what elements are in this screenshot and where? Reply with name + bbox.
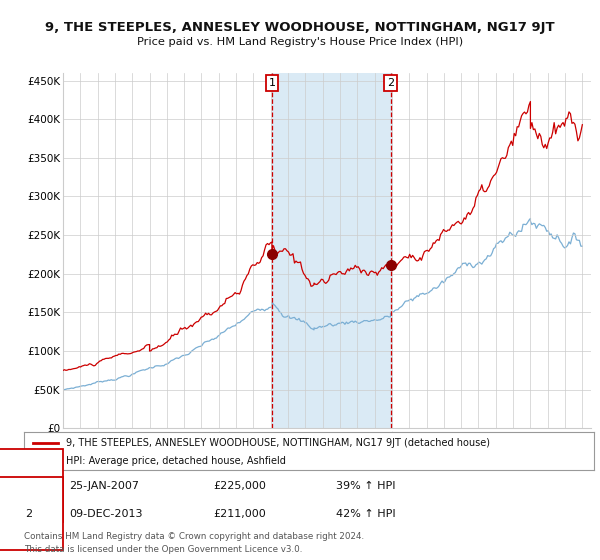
Bar [272,73,391,428]
Text: 42% ↑ HPI: 42% ↑ HPI [336,508,395,519]
Text: Price paid vs. HM Land Registry's House Price Index (HPI): Price paid vs. HM Land Registry's House … [137,37,463,47]
Text: £211,000: £211,000 [213,508,266,519]
Text: 9, THE STEEPLES, ANNESLEY WOODHOUSE, NOTTINGHAM, NG17 9JT: 9, THE STEEPLES, ANNESLEY WOODHOUSE, NOT… [45,21,555,34]
Text: 25-JAN-2007: 25-JAN-2007 [69,480,139,491]
Text: 2: 2 [25,508,32,519]
Text: £225,000: £225,000 [213,480,266,491]
Text: 2: 2 [387,78,394,88]
Text: 39% ↑ HPI: 39% ↑ HPI [336,480,395,491]
Text: HPI: Average price, detached house, Ashfield: HPI: Average price, detached house, Ashf… [65,456,286,466]
Text: Contains HM Land Registry data © Crown copyright and database right 2024.
This d: Contains HM Land Registry data © Crown c… [24,533,364,554]
Text: 09-DEC-2013: 09-DEC-2013 [69,508,143,519]
Text: 1: 1 [25,480,32,491]
Text: 9, THE STEEPLES, ANNESLEY WOODHOUSE, NOTTINGHAM, NG17 9JT (detached house): 9, THE STEEPLES, ANNESLEY WOODHOUSE, NOT… [65,438,490,448]
Text: 1: 1 [268,78,275,88]
